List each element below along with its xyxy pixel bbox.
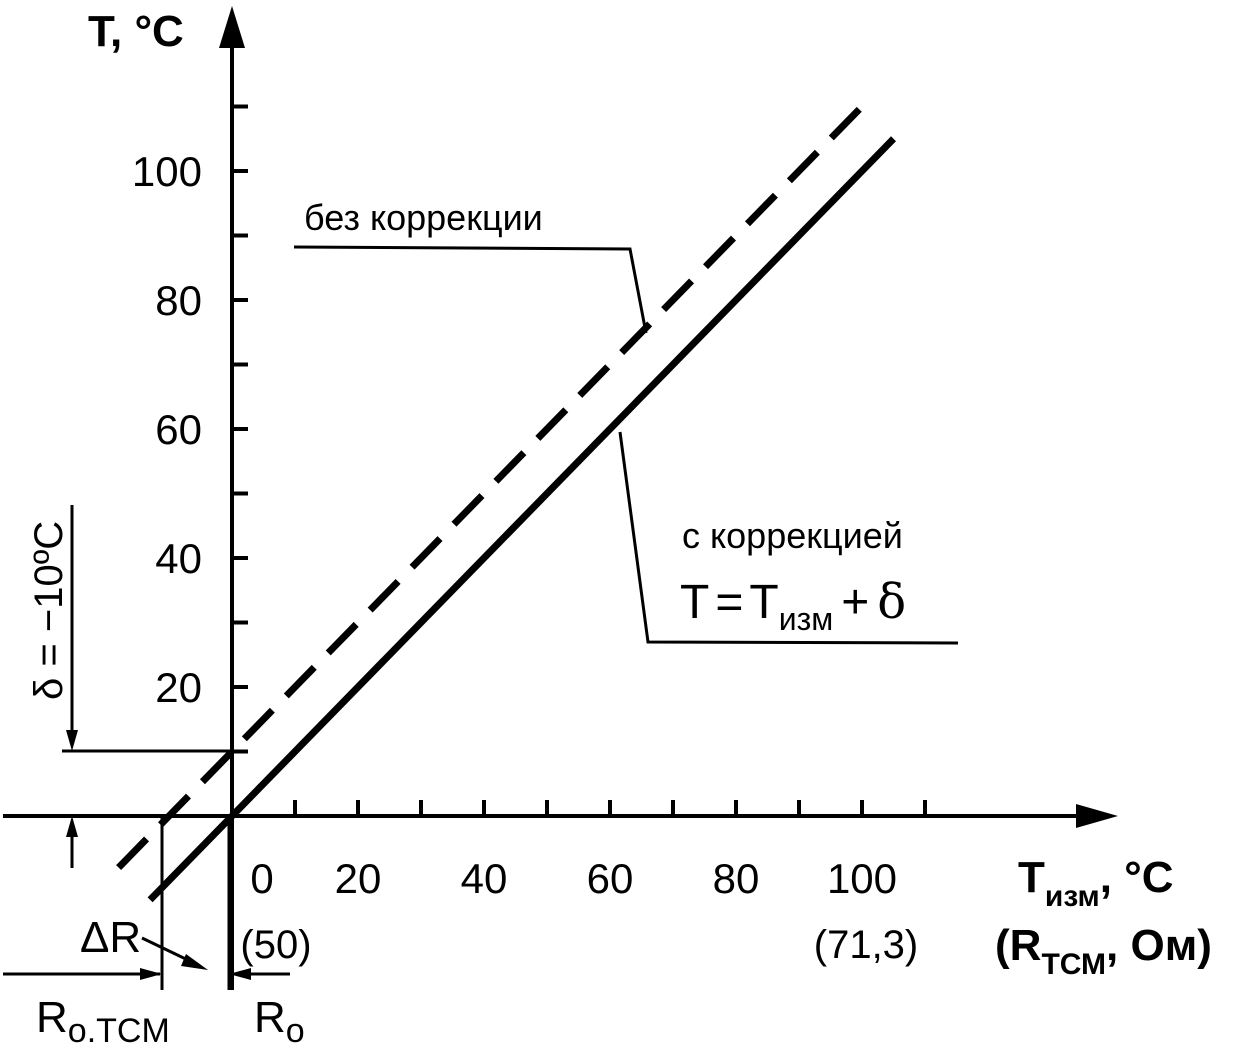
- legend-no-correction: без коррекции: [304, 197, 543, 238]
- y-tick-marks: [232, 104, 248, 754]
- y-axis-arrow: [219, 6, 245, 48]
- formula-plus: +: [841, 576, 869, 629]
- legend-with-correction: с коррекцией: [682, 515, 903, 556]
- x-axis-title-main: T: [1018, 853, 1045, 902]
- resistance-tick-label-100: (71,3): [814, 923, 919, 967]
- r0-sub: o: [286, 1012, 305, 1047]
- y-tick-label: 60: [155, 406, 202, 453]
- r0-tcm-main: R: [36, 993, 68, 1042]
- x-tick-label: 0: [250, 855, 273, 902]
- r0-tcm-sub: o.TCM: [68, 1012, 170, 1047]
- delta-label: δ = −10ºC: [27, 521, 71, 700]
- delta-r-label: ΔR: [80, 913, 141, 962]
- x-axis-arrow: [1076, 804, 1118, 828]
- formula-eq: =: [715, 576, 743, 629]
- x-tick-label: 80: [713, 855, 760, 902]
- x-axis-title-2-sub: ТСМ: [1041, 948, 1106, 981]
- resistance-tick-label-0: (50): [240, 923, 311, 967]
- r0-tcm-arrowhead: [140, 968, 162, 980]
- x-tick-label: 40: [461, 855, 508, 902]
- x-axis-title: Tизм, °C: [1018, 853, 1174, 913]
- x-tick-marks: [293, 800, 927, 816]
- r0-dimension: [3, 816, 290, 990]
- y-tick-label: 80: [155, 277, 202, 324]
- formula-delta: δ: [877, 574, 906, 630]
- x-axis-title-2-open: (R: [995, 921, 1041, 970]
- r0-label: Ro: [254, 993, 305, 1047]
- delta-arrowhead-up: [66, 816, 78, 837]
- x-axis-title-unit: , °C: [1100, 853, 1174, 902]
- correction-formula: T = Tизм + δ: [680, 574, 906, 637]
- series-lines: [116, 104, 897, 903]
- x-axis-title-2-rest: , Ом): [1106, 921, 1212, 970]
- y-axis-title: T, °C: [88, 7, 184, 56]
- delta-dimension: [62, 505, 246, 868]
- y-tick-label: 100: [132, 148, 202, 195]
- r0-tcm-label: Ro.TCM: [36, 993, 170, 1047]
- x-tick-label: 60: [587, 855, 634, 902]
- delta-r-leader: [141, 936, 193, 964]
- delta-arrowhead-down: [66, 730, 78, 751]
- x-axis-title-sub: изм: [1045, 880, 1100, 913]
- formula-lhs: T: [680, 576, 709, 629]
- x-tick-label: 20: [335, 855, 382, 902]
- formula-sub: изм: [779, 601, 834, 637]
- formula-t: T: [749, 576, 778, 629]
- y-tick-label: 40: [155, 535, 202, 582]
- x-tick-labels: 0 20 40 60 80 100: [250, 855, 897, 902]
- delta-r-arrowhead: [181, 954, 208, 970]
- leader-with-correction: [618, 431, 959, 645]
- x-tick-label: 100: [827, 855, 897, 902]
- x-axis-title-2: (RТСМ, Ом): [995, 921, 1212, 981]
- leader-no-correction: [293, 245, 648, 334]
- y-tick-labels: 20 40 60 80 100: [132, 148, 202, 711]
- r0-main: R: [254, 993, 286, 1042]
- r0-arrowhead: [229, 968, 251, 980]
- series-line-with-correction: [147, 136, 897, 903]
- y-tick-label: 20: [155, 664, 202, 711]
- axes: [3, 40, 1085, 990]
